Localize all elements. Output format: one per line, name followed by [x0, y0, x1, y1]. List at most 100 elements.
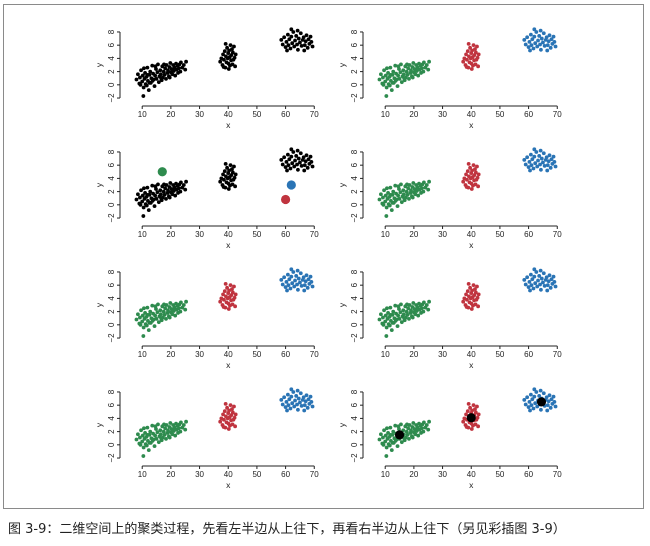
- data-point: [288, 286, 293, 291]
- data-point: [285, 168, 289, 173]
- data-point: [401, 192, 406, 197]
- data-point: [387, 443, 392, 448]
- data-point: [388, 433, 393, 437]
- x-tick-label: 10: [381, 350, 390, 359]
- data-point: [221, 425, 226, 429]
- data-point: [227, 288, 231, 293]
- data-point: [178, 69, 183, 74]
- x-tick-label: 20: [166, 470, 175, 479]
- data-point: [523, 402, 528, 407]
- y-tick-label: 4: [350, 56, 359, 61]
- data-point: [552, 279, 557, 284]
- data-point: [134, 77, 139, 82]
- data-point: [466, 281, 471, 286]
- data-point: [393, 318, 398, 323]
- data-point: [177, 306, 181, 311]
- data-point: [473, 47, 477, 52]
- data-point: [173, 73, 178, 78]
- x-tick-label: 20: [409, 110, 418, 119]
- y-tick-label: 0: [350, 82, 359, 87]
- data-point: [179, 180, 183, 185]
- x-tick-label: 70: [310, 350, 319, 359]
- data-point: [161, 69, 166, 74]
- data-point: [427, 299, 431, 304]
- data-point: [283, 285, 288, 290]
- data-point: [147, 440, 152, 445]
- data-point: [525, 35, 530, 40]
- data-point: [406, 426, 411, 431]
- data-point: [167, 75, 172, 80]
- data-point: [385, 66, 389, 71]
- data-point: [152, 324, 157, 329]
- data-point: [177, 186, 181, 191]
- scatter-panel-6: 10 20 30 40 50 60 70 −2 0 2 4 6 8 x y: [337, 147, 562, 250]
- data-point: [226, 187, 231, 191]
- data-point: [527, 399, 532, 404]
- data-point: [409, 308, 413, 313]
- data-point: [422, 420, 426, 425]
- data-point: [402, 196, 407, 201]
- y-tick-label: 0: [107, 322, 116, 327]
- data-point: [298, 40, 302, 45]
- data-point: [547, 393, 552, 398]
- data-point: [525, 395, 530, 400]
- data-point: [533, 41, 538, 46]
- data-point: [293, 38, 297, 43]
- data-point: [154, 316, 159, 321]
- data-point: [465, 169, 470, 174]
- data-point: [399, 440, 404, 445]
- data-point: [377, 437, 382, 442]
- data-point: [387, 323, 392, 328]
- data-point: [284, 279, 289, 284]
- data-point: [464, 185, 469, 189]
- data-point: [416, 73, 421, 78]
- data-point: [290, 281, 295, 286]
- data-point: [386, 71, 390, 75]
- data-point: [279, 157, 284, 162]
- data-point: [166, 68, 170, 73]
- y-tick-label: 6: [107, 402, 116, 407]
- data-point: [295, 268, 300, 273]
- y-tick-label: −2: [350, 453, 359, 463]
- data-point: [141, 325, 146, 330]
- data-point: [470, 408, 474, 413]
- data-point: [551, 274, 556, 279]
- data-point: [475, 175, 480, 180]
- data-point: [525, 275, 530, 280]
- data-point: [390, 320, 395, 325]
- data-point: [282, 35, 287, 40]
- data-point: [384, 325, 389, 330]
- data-point: [310, 44, 315, 49]
- data-point: [407, 436, 411, 441]
- data-point: [404, 429, 409, 434]
- data-point: [534, 150, 539, 154]
- x-tick-label: 20: [166, 110, 175, 119]
- data-point: [529, 283, 534, 288]
- data-point: [218, 179, 223, 184]
- y-axis-label: y: [337, 422, 347, 427]
- data-point: [405, 433, 410, 437]
- data-point: [223, 281, 228, 286]
- data-point: [553, 44, 558, 49]
- data-point: [232, 284, 236, 289]
- data-point: [530, 37, 535, 42]
- data-point: [298, 31, 303, 36]
- x-axis-label: x: [469, 120, 474, 130]
- data-point: [386, 431, 390, 435]
- data-point: [544, 155, 549, 160]
- data-point: [549, 37, 554, 42]
- data-point: [401, 68, 406, 73]
- data-point: [393, 198, 398, 203]
- data-point: [426, 187, 431, 192]
- data-point: [532, 387, 537, 392]
- data-point: [138, 315, 142, 320]
- data-point: [545, 403, 550, 408]
- y-tick-label: −2: [107, 213, 116, 223]
- data-point: [409, 428, 413, 433]
- data-point: [532, 34, 537, 39]
- data-point: [388, 313, 393, 317]
- data-point: [150, 198, 155, 203]
- data-point: [225, 285, 229, 290]
- x-tick-label: 40: [467, 470, 476, 479]
